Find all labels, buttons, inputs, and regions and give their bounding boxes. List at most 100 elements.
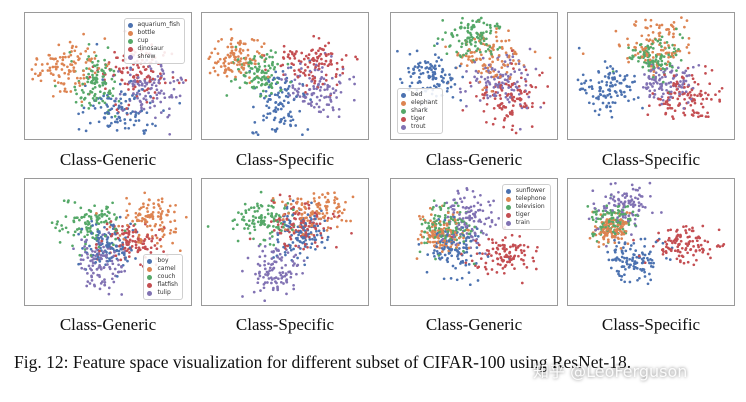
scatter-point [610,213,614,217]
scatter-point [493,68,497,72]
scatter-point [264,273,267,276]
scatter-point [684,90,688,94]
scatter-point [461,75,465,79]
scatter-point [303,69,307,72]
scatter-point [443,73,447,77]
scatter-point [155,88,159,92]
scatter-point [675,69,678,72]
scatter-point [438,246,441,250]
scatter-point [684,69,688,73]
scatter-point [651,56,655,59]
scatter-point [592,202,596,206]
scatter-point [132,92,135,95]
scatter-point [660,75,664,79]
scatter-point [506,255,510,259]
scatter-point [502,125,506,129]
scatter-point [449,205,453,209]
scatter-point [475,57,479,61]
scatter-point [488,225,492,228]
scatter-point [285,217,289,221]
scatter-point [274,260,278,264]
scatter-point [498,244,502,247]
scatter-point [95,42,99,46]
scatter-point [106,46,110,49]
scatter-point [322,229,326,232]
scatter-point [486,255,490,258]
scatter-point [274,51,277,54]
scatter-point [607,258,611,262]
scatter-point [458,241,462,245]
scatter-point [83,96,87,100]
scatter-point [340,218,344,222]
scatter-point [256,204,259,208]
scatter-point [275,212,278,216]
scatter-point [491,122,495,126]
scatter-point [86,47,90,50]
scatter-point [673,43,677,47]
scatter-point [640,45,644,49]
scatter-point [614,83,617,87]
panel-caption-4: Class-Specific [601,150,701,169]
scatter-point [666,91,670,95]
scatter-point [481,209,485,213]
scatter-point [247,64,251,68]
scatter-point [464,211,468,215]
scatter-point [132,87,135,91]
scatter-point [265,104,268,108]
scatter-point [681,90,684,94]
scatter-point [95,216,99,219]
scatter-point [686,235,690,239]
scatter-point [598,85,602,89]
scatter-point [94,243,98,246]
scatter-point [662,92,665,96]
scatter-point [498,75,502,79]
scatter-point [283,274,287,278]
scatter-point [530,85,534,89]
scatter-point [139,103,143,107]
scatter-point [481,93,484,96]
legend-item: sunflower [505,187,546,195]
scatter-point [546,85,550,88]
scatter-point [128,246,132,250]
scatter-point [641,205,645,209]
scatter-point [399,77,402,81]
scatter-point [313,81,316,85]
scatter-point [329,98,332,102]
scatter-point [103,225,106,229]
scatter-point [69,53,73,57]
scatter-point [485,37,488,41]
scatter-point [271,196,275,200]
scatter-point [534,85,538,89]
scatter-point [115,56,118,60]
scatter-point [656,53,660,56]
scatter-point [260,82,264,86]
scatter-point [110,259,114,263]
scatter-point [672,81,676,85]
scatter-point [48,69,52,72]
scatter-point [657,231,660,235]
scatter-point [308,69,312,73]
scatter-point [480,75,483,79]
scatter-point [113,99,116,103]
scatter-point [502,104,506,108]
scatter-point [159,111,163,114]
scatter-point [672,84,675,87]
scatter-point [292,287,296,291]
scatter-point [658,24,661,27]
scatter-point [82,215,86,219]
scatter-point [447,220,451,224]
scatter-point [302,226,305,230]
scatter-point [532,259,536,263]
scatter-point [34,63,38,66]
scatter-point [303,243,307,246]
scatter-point [171,76,175,79]
scatter-point [602,237,606,241]
scatter-point [136,82,140,86]
scatter-point [667,55,670,59]
scatter-point [325,200,329,204]
scatter-point [54,226,57,230]
scatter-point [122,253,126,257]
scatter-point [439,235,443,238]
scatter-point [692,245,695,248]
scatter-point [514,246,518,250]
